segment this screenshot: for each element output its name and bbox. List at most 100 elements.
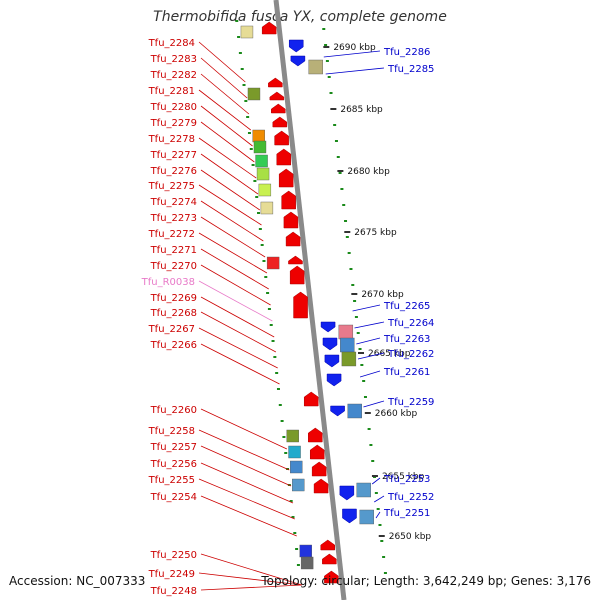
gene-box[interactable]	[359, 509, 374, 525]
gene-label[interactable]: Tfu_2276	[150, 166, 197, 177]
gene-arrow[interactable]	[283, 211, 299, 229]
scale-tick	[358, 352, 365, 354]
gene-box[interactable]	[288, 445, 301, 459]
gene-arrow[interactable]	[289, 265, 305, 285]
gene-label[interactable]: Tfu_2264	[387, 318, 434, 329]
gene-arrow[interactable]	[271, 103, 286, 114]
gene-box[interactable]	[299, 544, 312, 558]
gene-box[interactable]	[308, 59, 323, 75]
gene-arrow[interactable]	[320, 321, 336, 333]
gene-label[interactable]: Tfu_2269	[150, 293, 197, 304]
gene-arrow[interactable]	[320, 539, 336, 551]
gene-label[interactable]: Tfu_2285	[387, 64, 434, 75]
gene-arrow[interactable]	[311, 461, 327, 477]
gene-box[interactable]	[266, 256, 280, 270]
gene-box[interactable]	[256, 167, 270, 181]
gene-label[interactable]: Tfu_2277	[150, 150, 197, 161]
gene-arrow[interactable]	[339, 485, 355, 501]
gene-box[interactable]	[252, 129, 265, 143]
gene-arrow[interactable]	[274, 130, 289, 146]
gene-label[interactable]: Tfu_2262	[387, 349, 434, 360]
gene-label[interactable]: Tfu_2279	[150, 118, 197, 129]
gene-label[interactable]: Tfu_2249	[148, 569, 195, 580]
gene-box[interactable]	[286, 429, 299, 443]
gene-label[interactable]: Tfu_2274	[150, 197, 197, 208]
gene-label[interactable]: Tfu_2254	[150, 492, 197, 503]
gene-box[interactable]	[247, 87, 261, 101]
gene-arrow[interactable]	[324, 354, 340, 368]
gene-label[interactable]: Tfu_2275	[148, 181, 195, 192]
guide-dot	[267, 308, 271, 310]
gene-label[interactable]: Tfu_2272	[148, 229, 195, 240]
gene-arrow[interactable]	[326, 373, 342, 387]
gene-label[interactable]: Tfu_2263	[383, 334, 430, 345]
gene-box[interactable]	[341, 351, 357, 367]
gene-box[interactable]	[338, 324, 354, 340]
guide-dot	[273, 356, 277, 358]
gene-label[interactable]: Tfu_2268	[150, 308, 197, 319]
gene-arrow[interactable]	[322, 337, 338, 351]
gene-label[interactable]: Tfu_2265	[383, 301, 430, 312]
gene-label[interactable]: Tfu_2271	[150, 245, 197, 256]
gene-label[interactable]: Tfu_2257	[150, 442, 197, 453]
gene-arrow[interactable]	[322, 553, 337, 565]
gene-label[interactable]: Tfu_2251	[383, 508, 430, 519]
gene-label[interactable]: Tfu_R0038	[141, 277, 195, 288]
gene-box[interactable]	[356, 482, 371, 498]
gene-arrow[interactable]	[272, 116, 288, 128]
gene-box[interactable]	[347, 403, 362, 419]
gene-label[interactable]: Tfu_2280	[150, 102, 197, 113]
gene-label[interactable]: Tfu_2259	[387, 397, 434, 408]
gene-arrow[interactable]	[342, 508, 357, 524]
gene-label[interactable]: Tfu_2248	[150, 586, 197, 597]
gene-label[interactable]: Tfu_2256	[150, 459, 197, 470]
gene-label[interactable]: Tfu_2281	[148, 86, 195, 97]
guide-dot	[371, 460, 375, 462]
gene-label[interactable]: Tfu_2283	[150, 54, 197, 65]
gene-box[interactable]	[292, 478, 305, 492]
gene-label[interactable]: Tfu_2258	[148, 426, 195, 437]
gene-label[interactable]: Tfu_2260	[150, 405, 197, 416]
gene-label[interactable]: Tfu_2282	[150, 70, 197, 81]
gene-box[interactable]	[258, 183, 272, 197]
gene-box[interactable]	[340, 337, 355, 353]
gene-arrow[interactable]	[324, 570, 339, 584]
gene-box[interactable]	[290, 460, 303, 474]
gene-arrow[interactable]	[288, 39, 304, 53]
leader-line	[200, 169, 261, 211]
gene-arrow[interactable]	[276, 148, 292, 166]
gene-arrow[interactable]	[281, 190, 296, 210]
leader-line	[325, 67, 385, 75]
gene-box[interactable]	[300, 556, 314, 570]
gene-label[interactable]: Tfu_2284	[148, 38, 195, 49]
gene-label[interactable]: Tfu_2267	[148, 324, 195, 335]
gene-label[interactable]: Tfu_2266	[150, 340, 197, 351]
gene-arrow[interactable]	[309, 444, 325, 460]
gene-label[interactable]: Tfu_2253	[383, 474, 430, 485]
gene-label[interactable]: Tfu_2250	[150, 550, 197, 561]
gene-arrow[interactable]	[313, 478, 329, 494]
gene-arrow[interactable]	[261, 21, 277, 35]
gene-arrow[interactable]	[330, 405, 345, 417]
gene-arrow[interactable]	[303, 391, 319, 407]
gene-box[interactable]	[253, 140, 267, 154]
gene-box[interactable]	[240, 25, 254, 39]
gene-arrow[interactable]	[290, 55, 306, 67]
gene-box[interactable]	[255, 154, 268, 168]
gene-arrow[interactable]	[293, 291, 308, 319]
gene-arrow[interactable]	[308, 427, 323, 443]
gene-label[interactable]: Tfu_2286	[383, 47, 430, 58]
gene-label[interactable]: Tfu_2270	[150, 261, 197, 272]
gene-label[interactable]: Tfu_2278	[148, 134, 195, 145]
gene-arrow[interactable]	[269, 91, 285, 101]
gene-label[interactable]: Tfu_2255	[148, 475, 195, 486]
gene-box[interactable]	[260, 201, 274, 215]
gene-arrow[interactable]	[278, 168, 294, 188]
gene-label[interactable]: Tfu_2252	[387, 492, 434, 503]
gene-arrow[interactable]	[288, 255, 303, 265]
gene-label[interactable]: Tfu_2273	[150, 213, 197, 224]
gene-arrow[interactable]	[268, 77, 283, 88]
gene-arrow[interactable]	[285, 231, 301, 247]
gene-label[interactable]: Tfu_2261	[383, 367, 430, 378]
